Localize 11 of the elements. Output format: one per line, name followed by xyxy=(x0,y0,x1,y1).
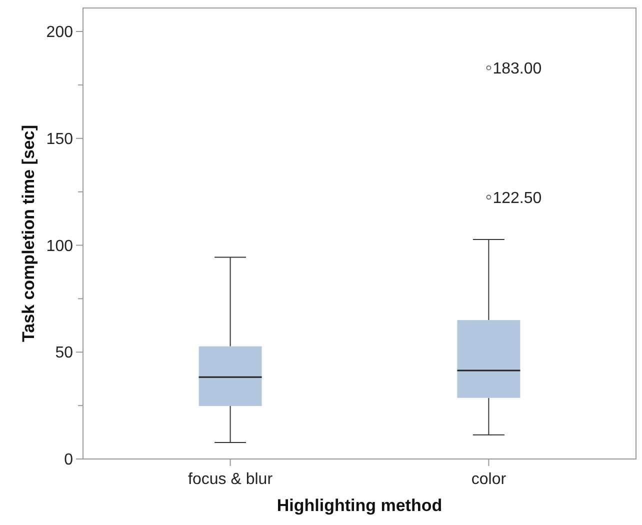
y-tick-label: 100 xyxy=(46,238,74,255)
y-axis-title: Task completion time [sec] xyxy=(19,125,38,342)
y-tick-label: 150 xyxy=(46,130,74,148)
y-tick-label: 200 xyxy=(46,24,74,42)
x-tick-label: color xyxy=(471,471,507,488)
x-tick-label: focus & blur xyxy=(188,471,274,488)
y-tick-label: 50 xyxy=(55,344,74,362)
y-tick-label: 0 xyxy=(64,452,74,469)
annotation: 122.50 xyxy=(492,190,542,207)
x-axis-title: Highlighting method xyxy=(276,496,442,515)
annotation: 183.00 xyxy=(492,60,542,78)
